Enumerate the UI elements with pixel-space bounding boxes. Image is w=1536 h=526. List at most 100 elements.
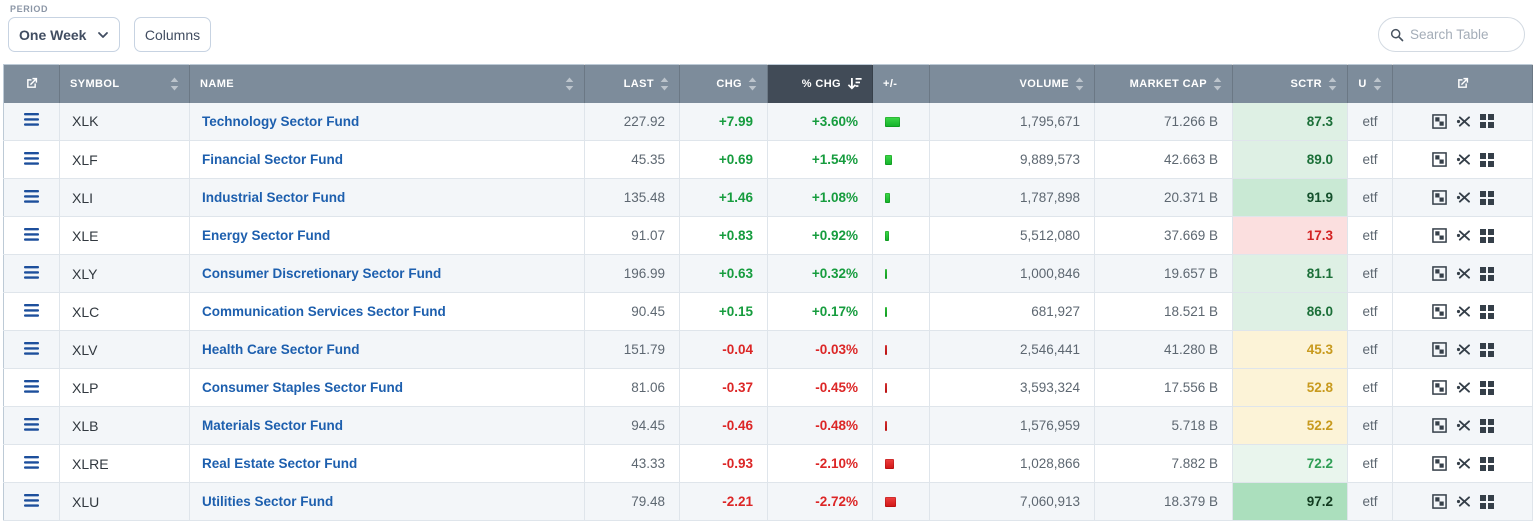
- row-menu-icon[interactable]: [24, 189, 39, 203]
- last-cell: 151.79: [584, 330, 680, 369]
- gallery-view-icon[interactable]: [1479, 190, 1494, 205]
- column-header-open[interactable]: [3, 64, 60, 103]
- pct-chg-cell: +0.17%: [767, 292, 873, 331]
- chart-icon[interactable]: [1431, 113, 1447, 129]
- chevron-down-icon: [97, 29, 109, 41]
- chart-icon[interactable]: [1431, 342, 1447, 357]
- column-header-bar[interactable]: +/-: [872, 64, 930, 103]
- fund-name-link[interactable]: Energy Sector Fund: [202, 228, 331, 243]
- change-bar: [885, 231, 889, 242]
- perf-chart-icon[interactable]: [1456, 381, 1471, 394]
- column-header-mcap[interactable]: MARKET CAP: [1094, 64, 1233, 103]
- symbol-cell: XLI: [59, 178, 190, 217]
- chart-icon[interactable]: [1431, 190, 1447, 205]
- chart-icon[interactable]: [1431, 304, 1447, 319]
- column-header-last[interactable]: LAST: [584, 64, 680, 103]
- row-menu-icon[interactable]: [24, 417, 39, 431]
- row-menu-icon[interactable]: [24, 303, 39, 317]
- chart-icon[interactable]: [1431, 152, 1447, 167]
- perf-chart-icon[interactable]: [1456, 495, 1471, 508]
- column-label: SYMBOL: [70, 77, 120, 90]
- gallery-view-icon[interactable]: [1479, 494, 1494, 509]
- period-select[interactable]: One Week: [8, 17, 120, 52]
- fund-name-link[interactable]: Industrial Sector Fund: [202, 190, 346, 205]
- gallery-view-icon[interactable]: [1479, 266, 1494, 281]
- gallery-view-icon[interactable]: [1479, 418, 1494, 433]
- perf-chart-icon[interactable]: [1456, 343, 1471, 356]
- fund-name-link[interactable]: Real Estate Sector Fund: [202, 456, 358, 471]
- sctr-cell: 81.1: [1232, 254, 1348, 293]
- column-header-symbol[interactable]: SYMBOL: [59, 64, 190, 103]
- fund-name-link[interactable]: Materials Sector Fund: [202, 418, 344, 433]
- fund-name-link[interactable]: Financial Sector Fund: [202, 152, 344, 167]
- external-link-icon[interactable]: [24, 76, 39, 91]
- row-menu-icon[interactable]: [24, 113, 39, 127]
- column-header-chg[interactable]: CHG: [679, 64, 768, 103]
- fund-name-link[interactable]: Consumer Staples Sector Fund: [202, 380, 404, 395]
- chart-icon[interactable]: [1431, 494, 1447, 509]
- gallery-view-icon[interactable]: [1479, 228, 1494, 243]
- universe-cell: etf: [1347, 102, 1393, 141]
- sctr-cell: 17.3: [1232, 216, 1348, 255]
- fund-name-link[interactable]: Utilities Sector Fund: [202, 494, 334, 509]
- search-input[interactable]: [1410, 27, 1513, 42]
- column-header-actions[interactable]: [1392, 64, 1533, 103]
- external-link-icon[interactable]: [1455, 76, 1470, 91]
- change-bar: [885, 383, 887, 394]
- perf-chart-icon[interactable]: [1456, 419, 1471, 432]
- perf-chart-icon[interactable]: [1456, 191, 1471, 204]
- change-bar-cell: [872, 406, 930, 445]
- chg-cell: +7.99: [679, 102, 768, 141]
- row-menu-icon[interactable]: [24, 455, 39, 469]
- search-box[interactable]: [1378, 17, 1525, 52]
- last-cell: 79.48: [584, 482, 680, 521]
- gallery-view-icon[interactable]: [1479, 152, 1494, 167]
- search-icon: [1390, 28, 1404, 42]
- universe-cell: etf: [1347, 482, 1393, 521]
- table-row: XLP Consumer Staples Sector Fund 81.06 -…: [3, 368, 1533, 407]
- fund-name-link[interactable]: Health Care Sector Fund: [202, 342, 360, 357]
- market-cap-cell: 19.657 B: [1094, 254, 1233, 293]
- sctr-cell: 86.0: [1232, 292, 1348, 331]
- perf-chart-icon[interactable]: [1456, 267, 1471, 280]
- gallery-view-icon[interactable]: [1479, 456, 1494, 471]
- column-header-volume[interactable]: VOLUME: [929, 64, 1095, 103]
- perf-chart-icon[interactable]: [1456, 305, 1471, 318]
- symbol-cell: XLY: [59, 254, 190, 293]
- chart-icon[interactable]: [1431, 418, 1447, 433]
- column-header-pct[interactable]: % CHG: [767, 64, 873, 103]
- universe-cell: etf: [1347, 140, 1393, 179]
- gallery-view-icon[interactable]: [1479, 342, 1494, 357]
- volume-cell: 1,028,866: [929, 444, 1095, 483]
- column-header-sctr[interactable]: SCTR: [1232, 64, 1348, 103]
- perf-chart-icon[interactable]: [1456, 115, 1471, 128]
- gallery-view-icon[interactable]: [1479, 304, 1494, 319]
- fund-name-link[interactable]: Technology Sector Fund: [202, 113, 360, 129]
- pct-chg-cell: -2.72%: [767, 482, 873, 521]
- row-menu-icon[interactable]: [24, 341, 39, 355]
- universe-cell: etf: [1347, 444, 1393, 483]
- table-row: XLI Industrial Sector Fund 135.48 +1.46 …: [3, 178, 1533, 217]
- gallery-view-icon[interactable]: [1479, 380, 1494, 395]
- row-menu-icon[interactable]: [24, 151, 39, 165]
- column-header-u[interactable]: U: [1347, 64, 1393, 103]
- gallery-view-icon[interactable]: [1479, 114, 1494, 129]
- last-cell: 90.45: [584, 292, 680, 331]
- row-menu-icon[interactable]: [24, 227, 39, 241]
- chart-icon[interactable]: [1431, 266, 1447, 281]
- chart-icon[interactable]: [1431, 380, 1447, 395]
- sctr-cell: 52.8: [1232, 368, 1348, 407]
- column-label: LAST: [623, 77, 654, 90]
- row-menu-icon[interactable]: [24, 265, 39, 279]
- perf-chart-icon[interactable]: [1456, 229, 1471, 242]
- row-menu-icon[interactable]: [24, 379, 39, 393]
- chart-icon[interactable]: [1431, 456, 1447, 471]
- chart-icon[interactable]: [1431, 228, 1447, 243]
- row-menu-icon[interactable]: [24, 493, 39, 507]
- column-header-name[interactable]: NAME: [189, 64, 585, 103]
- perf-chart-icon[interactable]: [1456, 457, 1471, 470]
- columns-button[interactable]: Columns: [134, 17, 211, 52]
- fund-name-link[interactable]: Communication Services Sector Fund: [202, 304, 446, 319]
- fund-name-link[interactable]: Consumer Discretionary Sector Fund: [202, 266, 442, 281]
- perf-chart-icon[interactable]: [1456, 153, 1471, 166]
